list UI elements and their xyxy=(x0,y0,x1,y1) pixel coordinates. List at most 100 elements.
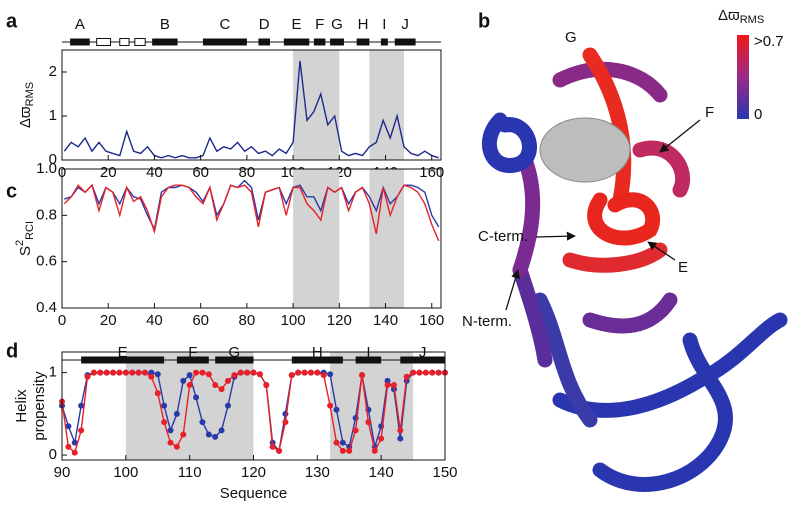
point xyxy=(173,410,180,417)
helix-label: G xyxy=(229,344,241,361)
helix-block xyxy=(283,38,310,46)
shaded-region xyxy=(293,169,340,308)
annotation: E xyxy=(678,259,688,276)
point xyxy=(314,369,321,376)
point xyxy=(122,369,129,376)
point xyxy=(295,369,302,376)
series-line xyxy=(63,183,440,242)
panel-label: c xyxy=(6,180,17,202)
point xyxy=(199,419,206,426)
point xyxy=(333,406,340,413)
point xyxy=(384,377,391,384)
colorbar-title: ΔϖRMS xyxy=(718,7,764,26)
x-tick-label: 100 xyxy=(113,464,138,481)
y-tick-label: 0 xyxy=(49,151,57,168)
point xyxy=(78,402,85,409)
y-axis-label: S2RCI xyxy=(14,221,36,256)
y-axis-label-sub: RMS xyxy=(24,82,36,106)
annotation-arrow xyxy=(535,231,576,241)
point xyxy=(135,369,142,376)
point xyxy=(154,390,161,397)
x-tick-label: 80 xyxy=(239,164,256,181)
x-tick-label: 80 xyxy=(239,312,256,329)
helix-label: E xyxy=(118,344,128,361)
point xyxy=(212,433,219,440)
point xyxy=(256,371,263,378)
annotation-arrow xyxy=(659,119,701,153)
point xyxy=(84,373,91,380)
helix-block xyxy=(394,38,416,46)
point xyxy=(276,447,283,454)
point xyxy=(422,369,429,376)
point xyxy=(97,369,104,376)
point xyxy=(320,372,327,379)
strand-block xyxy=(134,38,146,46)
x-tick-label: 160 xyxy=(419,164,444,181)
point xyxy=(186,372,193,379)
point xyxy=(403,373,410,380)
helix-label: H xyxy=(312,344,323,361)
point xyxy=(346,447,353,454)
x-tick-label: 60 xyxy=(192,164,209,181)
y-tick-label: 1 xyxy=(49,107,57,124)
x-tick-label: 110 xyxy=(178,464,202,481)
point xyxy=(193,394,200,401)
annotation-arrow xyxy=(647,241,676,261)
annotation: C-term. xyxy=(478,228,528,245)
point xyxy=(263,381,270,388)
point xyxy=(397,427,404,434)
plot-frame xyxy=(61,49,442,161)
x-tick-label: 140 xyxy=(373,312,398,329)
point xyxy=(65,423,72,430)
helix-block xyxy=(400,356,445,364)
helix-block xyxy=(291,356,343,364)
point xyxy=(352,427,359,434)
helix-label: I xyxy=(366,344,370,361)
colorbar-label: 0 xyxy=(754,106,762,123)
y-tick-label: 1 xyxy=(49,364,57,381)
colorbar-title-main: Δϖ xyxy=(718,7,740,24)
point xyxy=(378,435,385,442)
point xyxy=(224,377,231,384)
x-tick-label: 90 xyxy=(54,464,71,481)
point xyxy=(231,372,238,379)
helix-label: D xyxy=(259,16,270,33)
y-tick-label: 0.8 xyxy=(36,206,57,223)
x-tick-label: 0 xyxy=(58,312,66,329)
point xyxy=(148,369,155,376)
point xyxy=(218,386,225,393)
point xyxy=(199,369,206,376)
point xyxy=(288,372,295,379)
annotation-arrow xyxy=(505,269,521,311)
helix-label: J xyxy=(401,16,409,33)
point xyxy=(167,427,174,434)
point xyxy=(173,443,180,450)
x-tick-label: 40 xyxy=(146,312,163,329)
point xyxy=(244,369,251,376)
point xyxy=(339,447,346,454)
x-tick-label: 60 xyxy=(192,312,209,329)
x-tick-label: 20 xyxy=(100,312,117,329)
point xyxy=(193,369,200,376)
panel-label: d xyxy=(6,340,18,362)
point xyxy=(224,402,231,409)
point xyxy=(71,439,78,446)
point xyxy=(180,431,187,438)
point xyxy=(129,369,136,376)
point xyxy=(282,419,289,426)
point xyxy=(141,369,148,376)
point xyxy=(327,402,334,409)
helix-block xyxy=(176,356,209,364)
x-tick-label: 40 xyxy=(146,164,163,181)
series-line xyxy=(63,60,439,159)
protein-structure: ΔϖRMS >0.7 0 G F E C-term. N-term. xyxy=(462,7,788,492)
plot-frame xyxy=(61,168,442,309)
point xyxy=(269,443,276,450)
strand-block xyxy=(119,38,130,46)
x-tick-label: 140 xyxy=(369,464,394,481)
helix-label: C xyxy=(220,16,231,33)
y-tick-label: 0.6 xyxy=(36,253,57,270)
helix-block xyxy=(202,38,247,46)
point xyxy=(65,443,72,450)
